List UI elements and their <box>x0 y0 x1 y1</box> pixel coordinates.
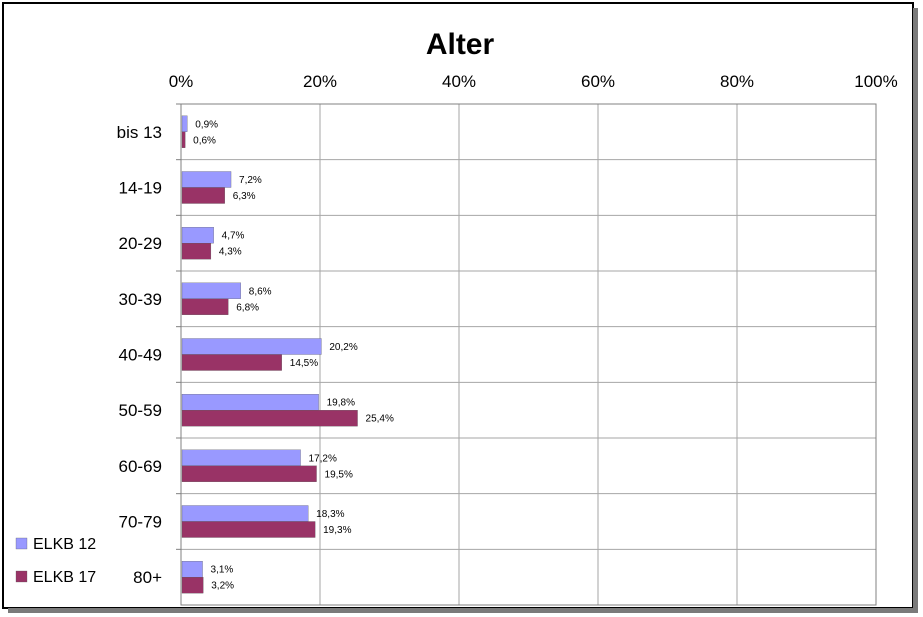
bar-elkb-12 <box>181 394 319 411</box>
bar-elkb-17 <box>181 410 358 427</box>
bar-elkb-12 <box>181 227 214 244</box>
data-label: 19,3% <box>323 525 351 536</box>
category-label: 50-59 <box>119 401 162 420</box>
bar-elkb-17 <box>181 187 225 204</box>
category-label: 80+ <box>133 568 162 587</box>
category-label: bis 13 <box>117 123 162 142</box>
bar-elkb-17 <box>181 243 212 260</box>
legend: ELKB 12 ELKB 17 <box>15 536 96 586</box>
category-label: 30-39 <box>119 290 162 309</box>
bar-elkb-12 <box>181 282 241 299</box>
data-label: 0,6% <box>193 135 216 146</box>
bar-elkb-12 <box>181 338 322 355</box>
chart-title: Alter <box>426 28 495 61</box>
bar-elkb-12 <box>181 449 301 466</box>
category-label: 70-79 <box>119 513 162 532</box>
data-label: 4,3% <box>219 247 242 258</box>
bar-elkb-12 <box>181 505 309 522</box>
bar-elkb-17 <box>181 131 186 148</box>
bar-elkb-17 <box>181 577 204 594</box>
data-label: 7,2% <box>239 175 262 186</box>
bar-elkb-17 <box>181 354 282 371</box>
x-tick-label: 40% <box>442 72 476 91</box>
labels-layer: bis 13 0,9% 0,6% 14-19 7,2% 6,3% 20-29 4,7% 4,3%… <box>117 119 394 591</box>
plot-area-border <box>180 103 877 606</box>
data-label: 18,3% <box>316 509 344 520</box>
x-tick-label: 100% <box>854 72 897 91</box>
data-label: 17,2% <box>309 453 337 464</box>
bars-layer <box>181 115 358 594</box>
data-label: 14,5% <box>290 358 318 369</box>
bar-elkb-12 <box>181 561 203 578</box>
legend-swatch <box>15 570 28 583</box>
category-label: 20-29 <box>119 234 162 253</box>
data-label: 19,8% <box>327 398 355 409</box>
chart-shadow-bottom <box>8 608 918 613</box>
category-label: 60-69 <box>119 457 162 476</box>
x-tick-label: 80% <box>720 72 754 91</box>
data-label: 3,1% <box>211 565 234 576</box>
category-label: 14-19 <box>119 179 162 198</box>
legend-label: ELKB 12 <box>33 536 96 553</box>
bar-elkb-12 <box>181 171 232 188</box>
data-label: 19,5% <box>325 469 353 480</box>
data-label: 0,9% <box>195 119 218 130</box>
grid-layer: 0% 20% 40% 60% 80% 100% <box>169 72 898 606</box>
data-label: 4,7% <box>222 231 245 242</box>
data-label: 3,2% <box>211 581 234 592</box>
legend-label: ELKB 17 <box>33 569 96 586</box>
x-tick-label: 20% <box>303 72 337 91</box>
x-tick-label: 0% <box>169 72 194 91</box>
data-label: 6,3% <box>233 191 256 202</box>
chart-shadow-right <box>913 8 918 613</box>
data-label: 6,8% <box>236 302 259 313</box>
x-tick-label: 60% <box>581 72 615 91</box>
bar-elkb-12 <box>181 115 188 132</box>
legend-swatch <box>15 537 28 550</box>
data-label: 20,2% <box>329 342 357 353</box>
data-label: 8,6% <box>249 286 272 297</box>
bar-elkb-17 <box>181 521 316 538</box>
bar-elkb-17 <box>181 465 317 482</box>
category-label: 40-49 <box>119 346 162 365</box>
data-label: 25,4% <box>366 414 394 425</box>
bar-elkb-17 <box>181 298 229 315</box>
